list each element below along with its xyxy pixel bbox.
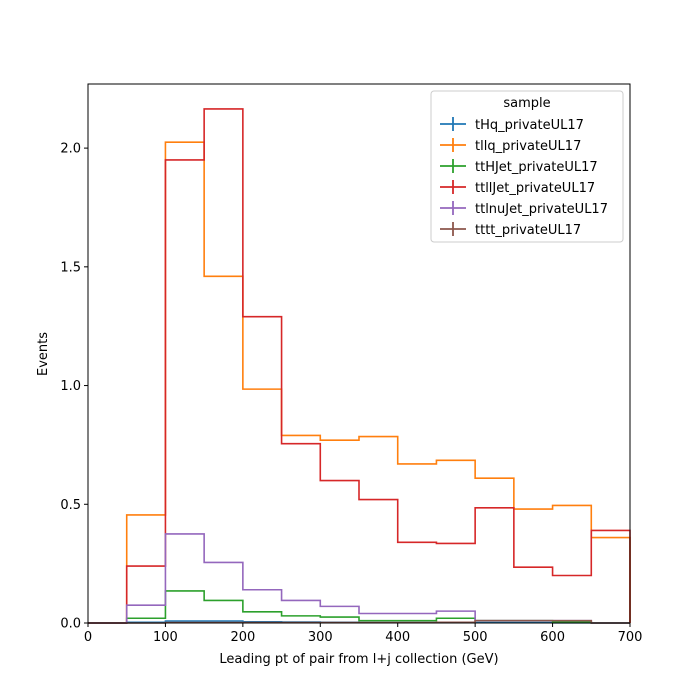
y-tick-label: 1.0 (60, 379, 81, 394)
x-tick-label: 700 (618, 630, 643, 645)
legend-label: tHq_privateUL17 (475, 118, 584, 133)
x-tick-label: 100 (153, 630, 178, 645)
y-tick-label: 1.5 (60, 260, 81, 275)
x-tick-label: 300 (308, 630, 333, 645)
y-tick-label: 2.0 (60, 142, 81, 157)
legend-label: ttllJet_privateUL17 (475, 181, 595, 196)
legend-entry: tllq_privateUL17 (440, 138, 581, 154)
series-line-2 (88, 141, 631, 624)
legend-label: tttt_privateUL17 (475, 223, 581, 238)
legend-entry: ttlnuJet_privateUL17 (440, 201, 608, 217)
series-line-4 (88, 108, 631, 624)
legend-entry: ttHJet_privateUL17 (440, 159, 598, 175)
legend: sample tHq_privateUL17 tllq_privateUL17tt… (430, 90, 624, 243)
legend-entry: ttllJet_privateUL17 (440, 180, 595, 196)
legend-label: ttHJet_privateUL17 (475, 160, 598, 175)
plot-frame (87, 83, 631, 624)
x-axis: 0 100 200 300 400 500 600 700 (84, 623, 643, 645)
y-axis-label: Events (36, 332, 51, 376)
x-tick-label: 0 (84, 630, 92, 645)
y-axis: 0.0 0.5 1.0 1.5 2.0 (60, 142, 88, 632)
y-tick-label: 0.0 (60, 617, 81, 632)
series-line-5 (88, 533, 630, 624)
legend-entry: tttt_privateUL17 (440, 222, 581, 238)
legend-box (430, 90, 624, 243)
x-tick-label: 500 (463, 630, 488, 645)
legend-label: ttlnuJet_privateUL17 (475, 202, 608, 217)
legend-entry: tHq_privateUL17 (440, 117, 584, 133)
x-tick-label: 200 (230, 630, 255, 645)
legend-title: sample (503, 96, 550, 111)
legend-label: tllq_privateUL17 (475, 139, 581, 154)
x-axis-label: Leading pt of pair from l+j collection (… (219, 652, 498, 667)
legend-entries: tHq_privateUL17 tllq_privateUL17 ttHJet_pr… (440, 117, 608, 238)
y-tick-label: 0.5 (60, 498, 81, 513)
x-tick-label: 400 (385, 630, 410, 645)
x-tick-label: 600 (540, 630, 565, 645)
